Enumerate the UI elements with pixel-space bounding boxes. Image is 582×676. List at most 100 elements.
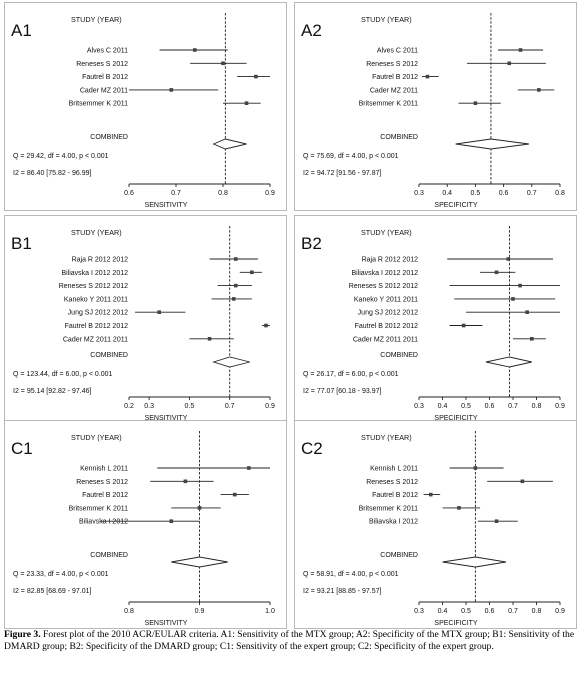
study-label: Jung SJ 2012 2012 bbox=[358, 310, 418, 317]
forest-plot-svg: A1 STUDY (YEAR) Alves C 2011 Reneses S 2012… bbox=[11, 13, 275, 209]
point-estimate bbox=[425, 74, 430, 79]
x-tick-label: 1.0 bbox=[265, 608, 275, 615]
study-label: Cader MZ 2011 bbox=[80, 87, 128, 94]
point-estimate bbox=[518, 48, 523, 52]
study-label: Britsemmer K 2011 bbox=[69, 505, 128, 512]
combined-label: COMBINED bbox=[90, 352, 128, 359]
study-label: Britsemmer K 2011 bbox=[69, 101, 128, 108]
point-estimate bbox=[518, 283, 522, 288]
x-tick-label: 0.3 bbox=[414, 608, 424, 615]
study-label: Cader MZ 2011 2011 bbox=[353, 336, 418, 343]
study-label: Cader MZ 2011 bbox=[370, 87, 418, 94]
point-estimate bbox=[193, 48, 197, 52]
stat-q: Q = 29.42, df = 4.00, p < 0.001 bbox=[13, 153, 109, 160]
study-label: Biliavska I 2012 2012 bbox=[61, 270, 128, 277]
point-estimate bbox=[232, 492, 237, 497]
point-estimate bbox=[221, 61, 225, 66]
stat-i2: I2 = 82.85 [68.69 - 97.01] bbox=[13, 588, 91, 595]
study-label: Fautrel B 2012 bbox=[372, 492, 418, 499]
figure-caption: Figure 3. Forest plot of the 2010 ACR/EU… bbox=[4, 629, 578, 652]
point-estimate bbox=[457, 506, 461, 510]
panel-label: B2 bbox=[301, 234, 322, 253]
panel-a2: A2 STUDY (YEAR) Alves C 2011 Reneses S 2012… bbox=[294, 2, 577, 211]
x-tick-label: 0.7 bbox=[508, 608, 518, 615]
study-label: Cader MZ 2011 2011 bbox=[63, 336, 128, 343]
study-label: Britsemmer K 2011 bbox=[359, 101, 418, 108]
x-tick-label: 0.6 bbox=[124, 190, 134, 197]
study-label: Britsemmer K 2011 bbox=[359, 505, 418, 512]
point-estimate bbox=[233, 283, 238, 288]
study-label: Alves C 2011 bbox=[87, 48, 128, 55]
point-estimate bbox=[264, 323, 268, 328]
study-label: Reneses S 2012 bbox=[366, 479, 418, 486]
stat-q: Q = 58.91, df = 4.00, p < 0.001 bbox=[303, 571, 399, 578]
stat-i2: I2 = 95.14 [92.82 - 97.46] bbox=[13, 388, 91, 395]
study-header: STUDY (YEAR) bbox=[361, 228, 412, 237]
x-tick-label: 0.6 bbox=[485, 403, 495, 410]
combined-diamond bbox=[212, 356, 250, 368]
panel-label: A2 bbox=[301, 21, 322, 40]
point-estimate bbox=[506, 257, 511, 261]
panel-label: C1 bbox=[11, 439, 33, 458]
point-estimate bbox=[157, 310, 162, 314]
x-tick-label: 0.3 bbox=[414, 190, 424, 197]
stat-q: Q = 123.44, df = 6.00, p < 0.001 bbox=[13, 371, 113, 378]
forest-plot-svg: B2 STUDY (YEAR) Raja R 2012 2012 Biliavska … bbox=[301, 226, 565, 422]
x-tick-label: 0.4 bbox=[438, 608, 448, 615]
combined-label: COMBINED bbox=[90, 552, 128, 559]
forest-plot-svg: A2 STUDY (YEAR) Alves C 2011 Reneses S 2012… bbox=[301, 13, 565, 209]
study-label: Fautrel B 2012 bbox=[82, 492, 128, 499]
panel-label: A1 bbox=[11, 21, 32, 40]
panel-c1: C1 STUDY (YEAR) Kennish L 2011 Reneses S 20… bbox=[4, 420, 287, 629]
x-tick-label: 0.9 bbox=[265, 190, 275, 197]
combined-diamond bbox=[455, 138, 530, 150]
study-header: STUDY (YEAR) bbox=[71, 228, 122, 237]
study-header: STUDY (YEAR) bbox=[361, 15, 412, 24]
study-label: Biliavska I 2012 bbox=[79, 519, 128, 526]
study-label: Kaneko Y 2011 2011 bbox=[64, 296, 128, 303]
study-label: Fautrel B 2012 bbox=[372, 74, 418, 81]
x-tick-label: 0.5 bbox=[461, 403, 471, 410]
x-tick-label: 0.2 bbox=[124, 403, 134, 410]
study-label: Kennish L 2011 bbox=[80, 466, 128, 473]
study-header: STUDY (YEAR) bbox=[361, 433, 412, 442]
study-label: Biliavska I 2012 bbox=[369, 519, 418, 526]
forest-plot-svg: C2 STUDY (YEAR) Kennish L 2011 Reneses S 20… bbox=[301, 431, 565, 627]
x-tick-label: 0.9 bbox=[195, 608, 205, 615]
point-estimate bbox=[247, 466, 251, 470]
caption-text: Forest plot of the 2010 ACR/EULAR criter… bbox=[4, 629, 575, 652]
point-estimate bbox=[169, 519, 174, 523]
panel-b1: B1 STUDY (YEAR) Raja R 2012 2012 Biliavska … bbox=[4, 215, 287, 424]
combined-diamond bbox=[485, 356, 532, 368]
study-label: Fautrel B 2012 2012 bbox=[355, 323, 419, 330]
study-label: Reneses S 2012 bbox=[76, 479, 128, 486]
stat-i2: I2 = 93.21 [88.85 - 97.57] bbox=[303, 588, 381, 595]
combined-label: COMBINED bbox=[380, 352, 418, 359]
study-label: Kaneko Y 2011 2011 bbox=[354, 296, 418, 303]
x-tick-label: 0.5 bbox=[185, 403, 195, 410]
point-estimate bbox=[537, 88, 541, 92]
point-estimate bbox=[473, 466, 478, 470]
panel-b2: B2 STUDY (YEAR) Raja R 2012 2012 Biliavska … bbox=[294, 215, 577, 424]
x-tick-label: 0.7 bbox=[527, 190, 537, 197]
x-axis-label: SENSITIVITY bbox=[145, 620, 188, 627]
study-header: STUDY (YEAR) bbox=[71, 433, 122, 442]
stat-i2: I2 = 77.07 [60.18 - 93.97] bbox=[303, 388, 381, 395]
point-estimate bbox=[507, 61, 512, 66]
panel-label: B1 bbox=[11, 234, 32, 253]
x-tick-label: 0.8 bbox=[124, 608, 134, 615]
x-tick-label: 0.8 bbox=[532, 608, 542, 615]
combined-diamond bbox=[212, 138, 247, 150]
study-label: Fautrel B 2012 2012 bbox=[65, 323, 129, 330]
x-axis-label: SPECIFICITY bbox=[434, 202, 478, 209]
x-tick-label: 0.9 bbox=[555, 608, 565, 615]
x-tick-label: 0.4 bbox=[442, 190, 452, 197]
point-estimate bbox=[207, 337, 212, 341]
point-estimate bbox=[169, 88, 174, 92]
x-tick-label: 0.7 bbox=[171, 190, 181, 197]
study-label: Reneses S 2012 bbox=[76, 61, 128, 68]
caption-label: Figure 3. bbox=[4, 629, 41, 640]
point-estimate bbox=[511, 297, 515, 301]
point-estimate bbox=[461, 323, 466, 328]
